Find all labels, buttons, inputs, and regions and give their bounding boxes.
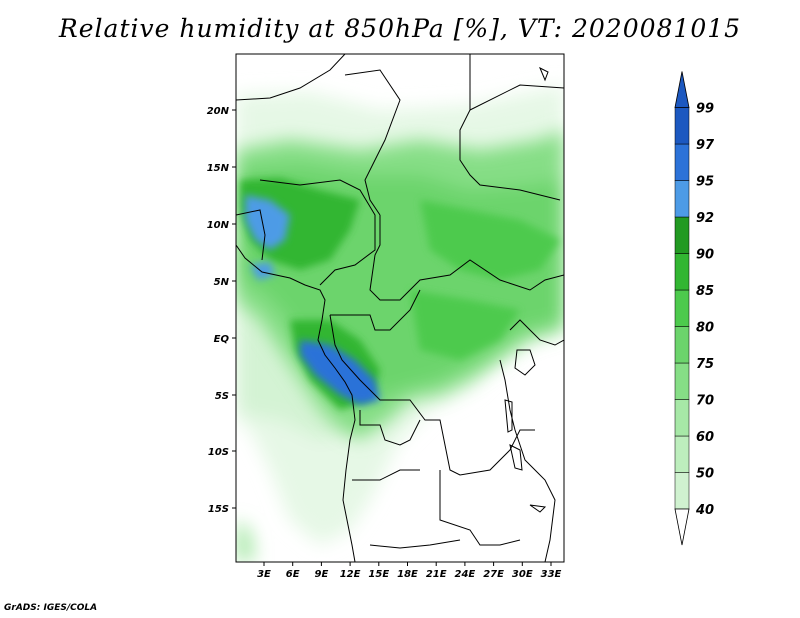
lon-tick-label: 6E [286, 569, 300, 580]
lon-tick-label: 27E [483, 569, 504, 580]
latitude-axis: 20N 15N 10N 5N EQ 5S 10S 15S [207, 106, 236, 515]
colorbar-top-arrow [674, 71, 690, 108]
lon-tick-label: 3E [257, 569, 271, 580]
colorbar-label: 99 [696, 102, 714, 117]
colorbar-label: 40 [695, 503, 714, 518]
colorbar-segment [674, 326, 690, 364]
lon-tick-label: 12E [340, 569, 361, 580]
colorbar-segment [674, 472, 690, 510]
colorbar-label: 95 [696, 175, 714, 190]
colorbar-label: 70 [696, 394, 714, 409]
lat-tick-label: 15S [208, 504, 229, 515]
longitude-axis: 3E 6E 9E 12E 15E 18E 21E 24E 27E 30E 33E [257, 562, 562, 580]
lat-tick-label: 15N [207, 163, 230, 174]
colorbar-label: 50 [696, 467, 714, 482]
colorbar-label: 75 [696, 357, 714, 372]
colorbar-bottom-arrow [674, 508, 690, 546]
humidity-field [236, 54, 564, 562]
lon-tick-label: 21E [426, 569, 447, 580]
grads-credit: GrADS: IGES/COLA [4, 603, 98, 613]
lon-tick-label: 33E [541, 569, 562, 580]
colorbar-label: 90 [696, 248, 714, 263]
lat-tick-label: 5N [214, 277, 230, 288]
lon-tick-label: 9E [315, 569, 329, 580]
colorbar-segment [674, 253, 690, 291]
colorbar-segment [674, 289, 690, 327]
lat-tick-label: 20N [207, 106, 230, 117]
colorbar-segment [674, 435, 690, 473]
colorbar-segment [674, 180, 690, 218]
lon-tick-label: 18E [397, 569, 418, 580]
colorbar-segment [674, 143, 690, 181]
lat-tick-label: 10N [207, 220, 230, 231]
colorbar-segment [674, 216, 690, 254]
colorbar-label: 97 [696, 138, 715, 153]
colorbar-segment [674, 362, 690, 400]
lon-tick-label: 24E [455, 569, 476, 580]
colorbar-segment [674, 107, 690, 145]
colorbar-label: 92 [696, 211, 714, 226]
colorbar-label: 80 [696, 321, 714, 336]
country-borders [236, 54, 564, 562]
chart-title: Relative humidity at 850hPa [%], VT: 202… [58, 14, 742, 43]
lon-tick-label: 30E [512, 569, 533, 580]
colorbar: 40 50 60 70 75 80 85 90 92 95 97 99 [674, 71, 715, 546]
lat-tick-label: 5S [215, 391, 229, 402]
map-frame [235, 53, 565, 563]
colorbar-segment [674, 399, 690, 437]
lon-tick-label: 15E [368, 569, 389, 580]
colorbar-label: 85 [696, 284, 714, 299]
lat-tick-label: 10S [208, 447, 229, 458]
lat-tick-label: EQ [214, 334, 230, 345]
colorbar-label: 60 [696, 430, 714, 445]
